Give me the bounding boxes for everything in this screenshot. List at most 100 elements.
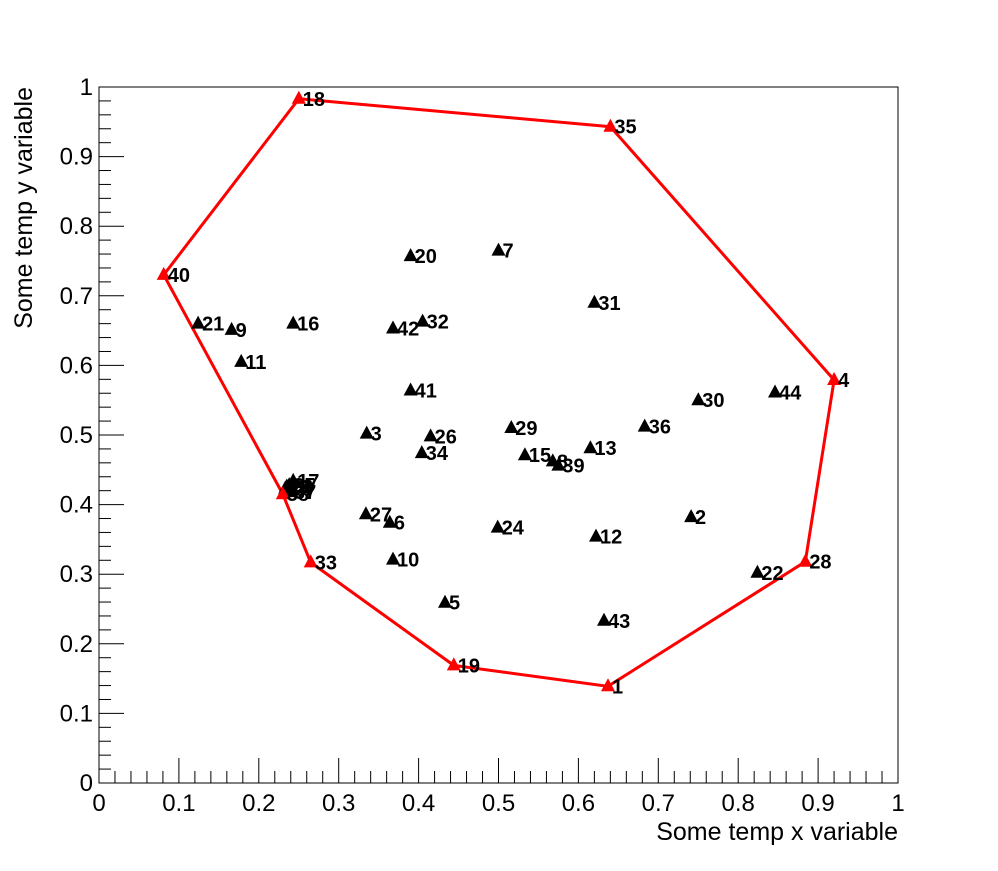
hull-line: [161, 97, 836, 688]
x-tick-label: 0.2: [242, 790, 275, 817]
point-label-38: 38: [287, 484, 309, 506]
point-label-11: 11: [245, 352, 266, 374]
point-label-28: 28: [809, 552, 831, 574]
point-marker-3: [359, 425, 374, 439]
point-marker-38: [275, 486, 290, 500]
point-label-7: 7: [503, 241, 514, 263]
point-marker-34: [414, 445, 429, 459]
point-label-14: 14: [289, 479, 312, 501]
point-marker-7: [491, 242, 506, 256]
point-marker-36: [637, 418, 652, 432]
point-label-16: 16: [297, 314, 319, 336]
point-label-44: 44: [779, 383, 802, 405]
point-marker-26: [423, 428, 438, 442]
y-tick-label: 0.6: [60, 352, 93, 379]
point-label-33: 33: [315, 552, 337, 574]
point-marker-6: [382, 514, 397, 528]
point-label-2: 2: [695, 507, 706, 529]
y-tick-label: 1: [80, 74, 93, 101]
y-tick-label: 0.3: [60, 561, 93, 588]
point-label-9: 9: [236, 320, 247, 342]
point-marker-35: [603, 118, 618, 132]
point-label-30: 30: [702, 390, 724, 412]
point-label-4: 4: [838, 370, 850, 392]
point-marker-21: [191, 315, 206, 329]
point-marker-16: [286, 315, 301, 329]
point-label-39: 39: [562, 456, 584, 478]
y-tick-label: 0.5: [60, 422, 93, 449]
point-label-1: 1: [612, 676, 623, 698]
point-label-5: 5: [449, 593, 460, 615]
point-marker-1: [601, 678, 615, 692]
point-label-41: 41: [415, 380, 437, 402]
point-marker-5: [438, 594, 452, 608]
point-label-13: 13: [594, 438, 616, 460]
y-tick-label: 0.1: [60, 700, 93, 727]
ticks: [98, 86, 899, 784]
point-label-26: 26: [435, 426, 457, 448]
point-marker-18: [291, 90, 306, 104]
point-marker-41: [403, 382, 418, 396]
point-marker-27: [358, 506, 373, 520]
point-marker-24: [490, 519, 505, 533]
point-label-40: 40: [168, 265, 190, 287]
point-label-20: 20: [415, 246, 437, 268]
point-label-29: 29: [515, 418, 537, 440]
x-tick-label: 0.1: [162, 790, 195, 817]
x-tick-label: 0.6: [562, 790, 595, 817]
point-marker-9: [224, 321, 239, 335]
point-label-43: 43: [608, 611, 630, 633]
point-marker-13: [583, 440, 598, 454]
point-marker-44: [768, 384, 782, 398]
point-label-36: 36: [649, 417, 671, 439]
y-tick-label: 0: [80, 770, 93, 797]
point-marker-25: [282, 477, 297, 491]
point-label-8: 8: [557, 451, 568, 473]
point-label-25: 25: [293, 475, 315, 497]
point-marker-39: [551, 457, 566, 471]
point-label-10: 10: [397, 550, 419, 572]
point-label-42: 42: [397, 319, 419, 341]
convex-hull: [161, 97, 836, 688]
point-marker-15: [517, 447, 532, 461]
y-axis-title: Some temp y variable: [10, 87, 38, 329]
x-tick-label: 0.9: [801, 790, 834, 817]
point-label-6: 6: [394, 513, 405, 535]
point-marker-19: [446, 657, 461, 671]
point-marker-29: [504, 420, 519, 433]
x-tick-label: 0: [92, 790, 105, 817]
point-marker-12: [589, 528, 603, 542]
point-marker-4: [827, 372, 842, 385]
point-marker-30: [691, 392, 706, 406]
point-marker-11: [234, 353, 249, 367]
point-label-27: 27: [370, 504, 392, 526]
point-marker-32: [415, 313, 430, 327]
point-label-34: 34: [426, 443, 449, 465]
point-label-24: 24: [502, 518, 525, 540]
x-tick-label: 0.5: [482, 790, 515, 817]
point-marker-40: [156, 266, 171, 280]
x-tick-label: 0.7: [642, 790, 675, 817]
point-label-22: 22: [761, 563, 783, 585]
y-tick-label: 0.2: [60, 631, 93, 658]
x-tick-label: 0.8: [722, 790, 755, 817]
x-tick-labels: 0 0.1 0.2 0.3 0.4 0.5 0.6 0.7 0.8 0.9 1: [92, 790, 904, 817]
point-label-32: 32: [427, 312, 449, 334]
point-marker-2: [684, 509, 699, 523]
point-marker-43: [597, 612, 611, 626]
point-label-37: 37: [294, 482, 316, 504]
point-label-18: 18: [303, 89, 325, 111]
y-tick-label: 0.8: [60, 213, 93, 240]
point-marker-42: [386, 320, 400, 334]
y-tick-label: 0.9: [60, 144, 93, 171]
x-axis-title: Some temp x variable: [656, 818, 898, 846]
point-label-3: 3: [371, 424, 382, 446]
point-label-15: 15: [529, 445, 551, 467]
x-tick-label: 1: [891, 790, 904, 817]
point-label-17: 17: [297, 471, 319, 493]
point-label-31: 31: [598, 293, 620, 315]
point-marker-20: [403, 248, 418, 262]
y-tick-label: 0.4: [60, 492, 93, 519]
point-label-23: 23: [291, 477, 313, 499]
